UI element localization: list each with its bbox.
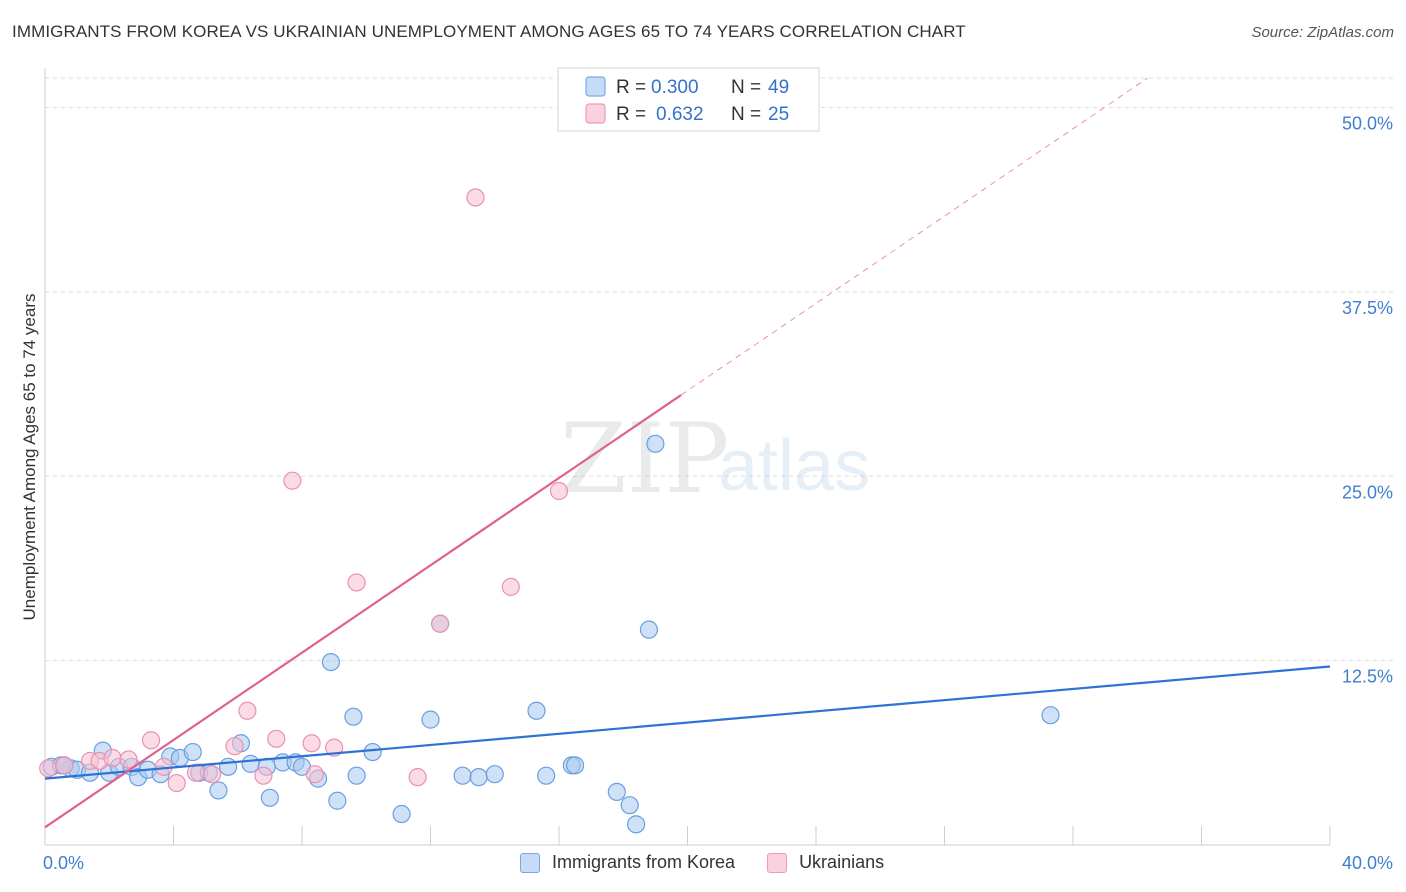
korea-point-17 xyxy=(209,781,228,800)
ukrainians-point-4 xyxy=(103,748,122,768)
korea-point-22 xyxy=(260,788,279,807)
legend-n-value-1: 49 xyxy=(768,77,789,98)
y-tick-label-1: 25.0% xyxy=(1342,482,1393,502)
legend-bottom: Immigrants from Korea Ukrainians xyxy=(520,852,916,873)
legend-item-korea: Immigrants from Korea xyxy=(520,852,735,873)
ukrainians-point-18 xyxy=(325,738,344,757)
ukrainians-trend-line xyxy=(44,394,682,829)
ukrainians-point-0 xyxy=(39,759,58,778)
ukrainians-point-20 xyxy=(408,768,427,787)
watermark-atlas: atlas xyxy=(718,426,870,506)
ukrainians-point-15 xyxy=(283,471,302,490)
y-tick-label-3: 50.0% xyxy=(1342,114,1393,134)
korea-point-32 xyxy=(392,804,411,824)
ukrainians-point-13 xyxy=(254,766,273,785)
ukrainians-point-22 xyxy=(466,188,485,207)
legend-r-label-1: R = xyxy=(616,77,646,98)
legend-label-korea: Immigrants from Korea xyxy=(552,852,736,872)
legend-n-label-1: N = xyxy=(731,77,761,98)
grid-lines xyxy=(45,77,1395,662)
trend-lines xyxy=(44,77,1331,829)
korea-point-18 xyxy=(219,757,238,776)
korea-point-37 xyxy=(485,765,504,784)
korea-point-31 xyxy=(363,742,382,762)
ukrainians-point-10 xyxy=(202,765,222,784)
legend-swatch-korea-bottom xyxy=(520,852,540,873)
legend-swatch-korea xyxy=(585,76,606,97)
ukrainians-point-14 xyxy=(267,729,286,748)
legend-swatch-ukrainians-bottom xyxy=(767,852,788,873)
ukrainians-point-16 xyxy=(302,734,321,753)
legend-n-label-2: N = xyxy=(731,104,761,125)
ukrainians-point-19 xyxy=(347,573,366,592)
x-tick-label-1: 40.0% xyxy=(1342,853,1393,873)
korea-point-39 xyxy=(537,766,556,785)
korea-point-27 xyxy=(321,652,341,672)
legend-r-label-2: R = xyxy=(616,104,646,125)
ukrainians-point-17 xyxy=(305,765,324,784)
data-points xyxy=(39,188,1060,834)
korea-point-29 xyxy=(344,707,363,726)
korea-point-42 xyxy=(607,782,626,802)
y-axis-label: Unemployment Among Ages 65 to 74 years xyxy=(20,294,39,621)
y-tick-label-2: 37.5% xyxy=(1342,298,1393,318)
ukrainians-point-21 xyxy=(431,614,450,633)
korea-point-43 xyxy=(620,796,639,815)
y-tick-label-0: 12.5% xyxy=(1342,667,1393,687)
korea-point-44 xyxy=(626,815,646,834)
legend-r-value-1: 0.300 xyxy=(651,77,699,98)
korea-point-28 xyxy=(328,791,347,810)
korea-point-14 xyxy=(183,742,202,762)
korea-point-46 xyxy=(646,434,665,453)
ukrainians-point-8 xyxy=(167,773,186,793)
source-label: Source: ZipAtlas.com xyxy=(1251,24,1394,41)
korea-point-47 xyxy=(1041,706,1060,725)
ukrainians-point-6 xyxy=(141,731,161,750)
ukrainians-point-24 xyxy=(549,481,569,501)
legend-r-value-2: 0.632 xyxy=(656,104,704,125)
legend-top: R = 0.300 N = 49 R = 0.632 N = 25 xyxy=(557,67,820,132)
korea-point-30 xyxy=(347,766,366,785)
korea-point-36 xyxy=(469,768,488,787)
legend-swatch-ukrainians xyxy=(585,103,606,124)
legend-item-ukrainians: Ukrainians xyxy=(767,852,884,873)
x-tick-label-0: 0.0% xyxy=(43,853,84,873)
chart-title: IMMIGRANTS FROM KOREA VS UKRAINIAN UNEMP… xyxy=(12,22,966,41)
watermark: ZIP atlas xyxy=(560,403,870,515)
ukrainians-point-12 xyxy=(238,701,257,720)
legend-n-value-2: 25 xyxy=(768,104,789,125)
ukrainians-point-1 xyxy=(55,756,74,775)
ukrainians-point-23 xyxy=(501,577,520,596)
legend-label-ukrainians: Ukrainians xyxy=(799,852,885,872)
korea-point-38 xyxy=(527,701,546,720)
axes xyxy=(44,68,1331,846)
korea-point-45 xyxy=(639,620,659,639)
korea-point-33 xyxy=(421,710,440,729)
ukrainians-point-5 xyxy=(119,750,138,769)
tick-labels: 12.5% 25.0% 37.5% 50.0% 0.0% 40.0% xyxy=(43,114,1393,874)
ukrainians-point-11 xyxy=(225,737,244,756)
korea-point-35 xyxy=(453,766,472,785)
korea-point-41 xyxy=(565,756,585,775)
korea-trend-line xyxy=(44,665,1331,780)
